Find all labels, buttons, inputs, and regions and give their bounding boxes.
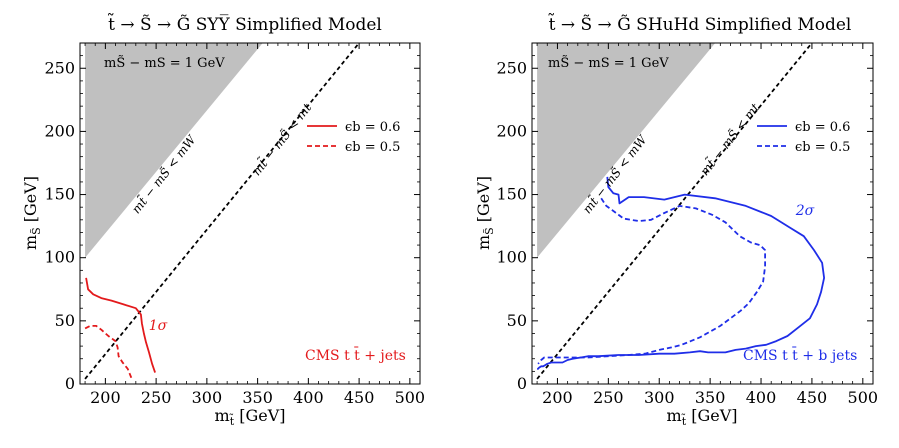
excluded-region [537,43,716,258]
sigma-annotation: 2σ [795,203,815,219]
kinematic-boundary-line [84,42,360,380]
mass-difference-label: mS̃ − mS = 1 GeV [548,55,669,71]
kinematic-boundary-line [536,42,813,380]
plot-frame [79,42,421,385]
mass-difference-label: mS̃ − mS = 1 GeV [104,55,225,71]
x-tick-label: 350 [695,388,726,407]
y-tick-label: 0 [65,374,75,393]
chart-title: t̃ → S̃ → G̃ SHuHd Simplified Model [547,13,851,35]
left-panel: 200 250 300 350 400 450 500 0 50 100 150 200 250 t̃ →… [21,13,425,428]
legend-label: ϵb = 0.5 [345,140,400,155]
y-tick-label: 50 [507,311,527,330]
right-panel: 200 250 300 350 400 450 500 0 50 100 150 200 250 t̃ →… [474,13,878,428]
x-tick-label: 450 [344,388,375,407]
x-tick-label: 300 [644,388,675,407]
x-tick-label: 250 [141,388,172,407]
x-tick-label: 300 [192,388,223,407]
y-tick-label: 0 [517,374,527,393]
series-eps-0-5-line [84,325,133,380]
y-tick-label: 150 [44,185,75,204]
y-tick-label: 50 [55,311,75,330]
chart-title: t̃ → S̃ → G̃ SYY̅ Simplified Model [107,13,382,35]
top-mass-bound-label: mt̃ − mS̃ < mt [696,100,762,179]
x-tick-label: 350 [242,388,273,407]
y-axis-label: mS̃ [GeV] [21,176,43,250]
x-tick-label: 500 [848,388,879,407]
legend-label: ϵb = 0.6 [795,120,850,135]
plot-frame [531,42,874,385]
y-tick-label: 100 [44,248,75,267]
excluded-region [85,43,263,258]
x-axis-label: mt̃ [GeV] [215,406,286,428]
y-tick-label: 200 [496,121,527,140]
sigma-annotation: 1σ [149,318,168,334]
x-tick-label: 450 [797,388,828,407]
series-eps-0-5-line [537,197,766,365]
x-tick-label: 400 [746,388,777,407]
top-mass-bound-label: mt̃ − mS̃ < mt [248,100,314,179]
series-eps-0-6-line [537,176,825,370]
x-tick-label: 200 [90,388,121,407]
x-tick-label: 500 [395,388,426,407]
legend-label: ϵb = 0.6 [345,120,400,135]
y-tick-label: 150 [496,185,527,204]
y-tick-label: 250 [44,58,75,77]
y-tick-label: 200 [44,121,75,140]
cms-annotation: CMS t t̄ + b jets [743,346,857,364]
cms-annotation: CMS t t̄ + jets [305,346,406,364]
x-tick-label: 250 [593,388,624,407]
legend-label: ϵb = 0.5 [795,140,850,155]
x-tick-label: 200 [542,388,573,407]
series-eps-0-6-line [85,277,156,373]
x-tick-label: 400 [293,388,324,407]
y-tick-label: 250 [496,58,527,77]
y-axis-label: mS̃ [GeV] [474,176,496,250]
x-axis-label: mt̃ [GeV] [667,406,738,428]
y-tick-label: 100 [496,248,527,267]
